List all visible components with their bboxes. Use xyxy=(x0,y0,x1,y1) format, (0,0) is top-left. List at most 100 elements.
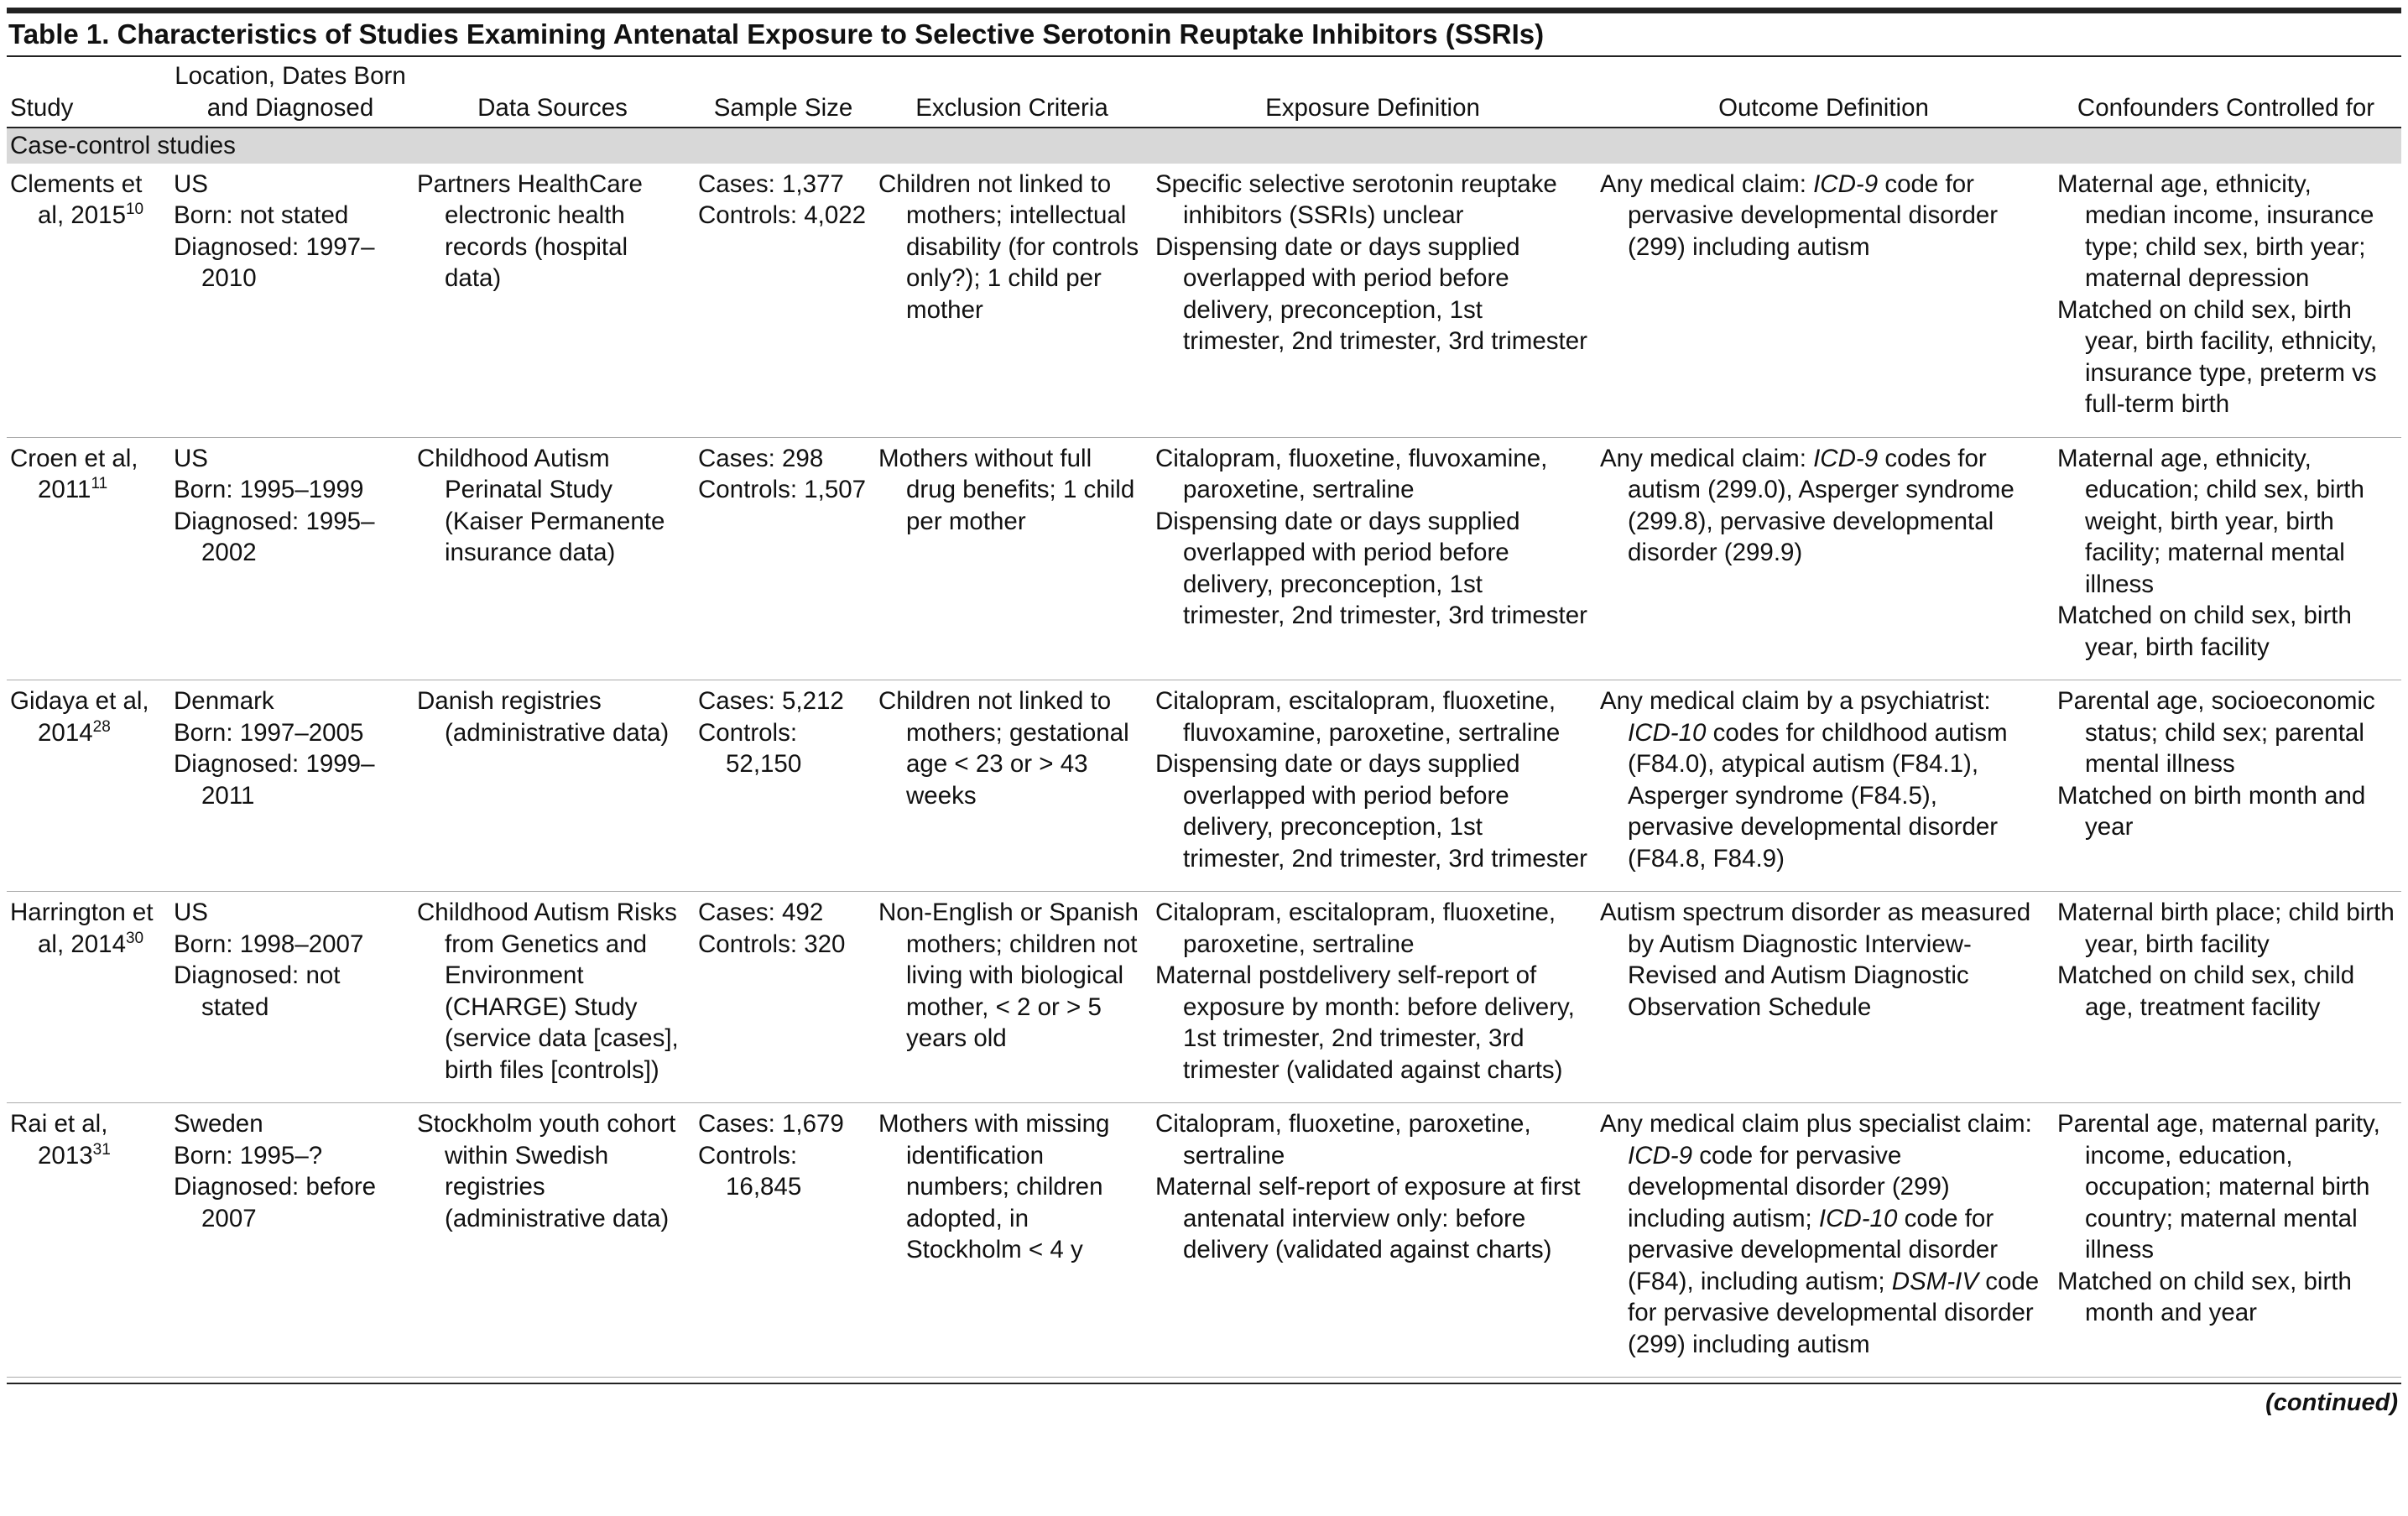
cell-text: Maternal self-report of exposure at firs… xyxy=(1155,1173,1581,1263)
top-rule xyxy=(7,8,2401,13)
italic-run: ICD-9 xyxy=(1813,169,1879,198)
text-run: code for pervasive developmental disorde… xyxy=(1628,1141,1950,1232)
cell: Children not linked to mothers; gestatio… xyxy=(875,680,1152,892)
cell-text: Controls: 4,022 xyxy=(698,201,867,229)
cell-text: Childhood Autism Perinatal Study (Kaiser… xyxy=(417,444,665,567)
cell: Parental age, maternal parity, income, e… xyxy=(2054,1102,2401,1378)
section-label: Case-control studies xyxy=(7,128,2401,164)
cell-text: Citalopram, escitalopram, fluoxetine, pa… xyxy=(1155,899,1556,958)
study-name: Rai et al, 201331 xyxy=(10,1108,164,1171)
cell: Partners HealthCare electronic health re… xyxy=(414,163,695,438)
cell-text: Matched on child sex, birth year, birth … xyxy=(2057,295,2378,419)
cell: Maternal age, ethnicity, median income, … xyxy=(2054,163,2401,438)
cell-text: Cases: 298 xyxy=(698,444,824,472)
cell-text: US xyxy=(174,444,208,472)
study-name: Croen et al, 201111 xyxy=(10,443,164,506)
study-row: Croen et al, 201111 US Born: 1995–1999 Diag… xyxy=(7,437,2401,680)
study-cell: Clements et al, 201510 xyxy=(7,163,170,438)
cell-text: Mothers with missing identification numb… xyxy=(878,1110,1110,1263)
cell-text: Cases: 5,212 xyxy=(698,687,844,715)
cell-text: Childhood Autism Risks from Genetics and… xyxy=(417,899,679,1084)
cell-text: Controls: 52,150 xyxy=(698,718,802,779)
cell: Any medical claim: ICD-9 code for pervas… xyxy=(1597,163,2054,438)
document: Table 1. Characteristics of Studies Exam… xyxy=(7,8,2401,1417)
text-run: Any medical claim: xyxy=(1600,169,1814,198)
study-row: Rai et al, 201331 Sweden Born: 1995–? Diagn… xyxy=(7,1102,2401,1378)
cell: Autism spectrum disorder as measured by … xyxy=(1597,891,2054,1103)
column-header: Location, Dates Born and Diagnosed xyxy=(170,57,414,128)
cell-text: Non-English or Spanish mothers; children… xyxy=(878,899,1139,1052)
cell: Citalopram, escitalopram, fluoxetine, pa… xyxy=(1152,891,1597,1103)
table: Study Location, Dates Born and Diagnosed D… xyxy=(7,57,2401,1378)
study-citation: Rai et al, 2013 xyxy=(10,1110,108,1170)
text-run: codes for childhood autism (F84.0), atyp… xyxy=(1628,718,2008,873)
study-citation: Gidaya et al, 2014 xyxy=(10,687,149,747)
text-run: code for pervasive developmental disorde… xyxy=(1628,1204,1999,1295)
cell: Childhood Autism Perinatal Study (Kaiser… xyxy=(414,437,695,680)
reference-number: 30 xyxy=(125,929,144,947)
cell: Citalopram, fluoxetine, paroxetine, sert… xyxy=(1152,1102,1597,1378)
cell: Any medical claim plus specialist claim:… xyxy=(1597,1102,2054,1378)
cell: Sweden Born: 1995–? Diagnosed: before 2007 xyxy=(170,1102,414,1378)
cell-text: Dispensing date or days supplied overlap… xyxy=(1155,507,1587,630)
study-name: Gidaya et al, 201428 xyxy=(10,685,164,748)
continued-note: (continued) xyxy=(7,1383,2401,1417)
cell-text: Parental age, maternal parity, income, e… xyxy=(2057,1110,2380,1263)
cell: Non-English or Spanish mothers; children… xyxy=(875,891,1152,1103)
study-cell: Rai et al, 201331 xyxy=(7,1102,170,1378)
cell-text: Born: not stated xyxy=(174,201,349,229)
cell: Cases: 1,377 Controls: 4,022 xyxy=(695,163,875,438)
cell-text: Diagnosed: not stated xyxy=(174,961,341,1021)
header-row: Study Location, Dates Born and Diagnosed D… xyxy=(7,57,2401,128)
column-header: Confounders Controlled for xyxy=(2054,57,2401,128)
cell: Children not linked to mothers; intellec… xyxy=(875,163,1152,438)
cell-paragraph: Any medical claim by a psychiatrist: ICD… xyxy=(1600,685,2047,874)
text-run: code for pervasive developmental disorde… xyxy=(1628,1267,2040,1358)
cell: Mothers with missing identification numb… xyxy=(875,1102,1152,1378)
reference-number: 10 xyxy=(125,201,144,219)
text-run: Any medical claim: xyxy=(1600,444,1814,472)
cell-text: Parental age, socioeconomic status; chil… xyxy=(2057,687,2375,778)
text-run: Any medical claim by a psychiatrist: xyxy=(1600,687,1991,715)
cell: Maternal age, ethnicity, education; chil… xyxy=(2054,437,2401,680)
cell-text: Partners HealthCare electronic health re… xyxy=(417,169,643,293)
study-row: Harrington et al, 201430 US Born: 1998–200… xyxy=(7,891,2401,1103)
table-title: Table 1. Characteristics of Studies Exam… xyxy=(7,13,2401,57)
cell: US Born: 1995–1999 Diagnosed: 1995–2002 xyxy=(170,437,414,680)
cell: Any medical claim by a psychiatrist: ICD… xyxy=(1597,680,2054,892)
italic-run: ICD-10 xyxy=(1818,1204,1898,1232)
study-citation: Croen et al, 2011 xyxy=(10,444,138,504)
cell: Cases: 298 Controls: 1,507 xyxy=(695,437,875,680)
column-header: Sample Size xyxy=(695,57,875,128)
cell-text: Stockholm youth cohort within Swedish re… xyxy=(417,1110,676,1232)
cell-text: Dispensing date or days supplied overlap… xyxy=(1155,750,1587,873)
italic-run: ICD-9 xyxy=(1628,1141,1693,1170)
italic-run: DSM-IV xyxy=(1891,1267,1979,1295)
cell-text: Mothers without full drug benefits; 1 ch… xyxy=(878,444,1135,535)
cell-text: Autism spectrum disorder as measured by … xyxy=(1600,899,2031,1021)
cell: Denmark Born: 1997–2005 Diagnosed: 1999–20… xyxy=(170,680,414,892)
cell-text: Controls: 320 xyxy=(698,930,846,958)
cell: Childhood Autism Risks from Genetics and… xyxy=(414,891,695,1103)
reference-number: 28 xyxy=(92,717,111,736)
cell-paragraph: Any medical claim: ICD-9 code for pervas… xyxy=(1600,169,2047,263)
column-header: Outcome Definition xyxy=(1597,57,2054,128)
reference-number: 31 xyxy=(92,1140,111,1159)
cell-text: Controls: 1,507 xyxy=(698,476,867,503)
section-row: Case-control studies xyxy=(7,128,2401,164)
cell: Citalopram, escitalopram, fluoxetine, fl… xyxy=(1152,680,1597,892)
cell: Cases: 1,679 Controls: 16,845 xyxy=(695,1102,875,1378)
study-row: Gidaya et al, 201428 Denmark Born: 1997–20… xyxy=(7,680,2401,892)
cell-text: Matched on child sex, birth year, birth … xyxy=(2057,602,2352,661)
cell-text: Children not linked to mothers; intellec… xyxy=(878,169,1139,324)
cell-text: Diagnosed: 1997–2010 xyxy=(174,232,375,293)
cell-text: Maternal postdelivery self-report of exp… xyxy=(1155,961,1575,1084)
cell-text: Maternal age, ethnicity, median income, … xyxy=(2057,169,2374,293)
cell-text: Born: 1995–? xyxy=(174,1141,323,1170)
cell-text: Cases: 1,679 xyxy=(698,1110,844,1138)
cell-text: Born: 1998–2007 xyxy=(174,930,364,958)
text-run: code for pervasive developmental disorde… xyxy=(1628,169,1999,261)
cell-text: Sweden xyxy=(174,1110,263,1138)
study-cell: Harrington et al, 201430 xyxy=(7,891,170,1103)
column-header: Data Sources xyxy=(414,57,695,128)
